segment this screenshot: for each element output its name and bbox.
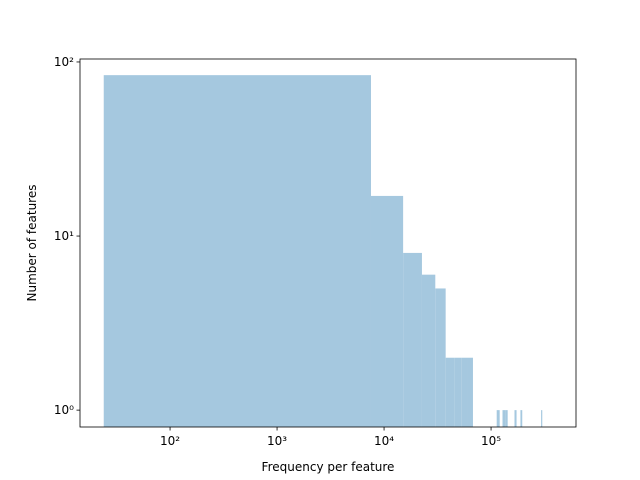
- x-tick-label: 10²: [160, 434, 180, 448]
- plot-frame: [79, 58, 577, 428]
- y-tick-label: 10¹: [54, 229, 74, 243]
- bar: [370, 195, 404, 427]
- bar: [514, 410, 517, 427]
- bar: [520, 410, 523, 427]
- bar: [403, 252, 422, 427]
- x-axis-label: Frequency per feature: [262, 460, 395, 474]
- y-tick-label: 10²: [54, 55, 74, 69]
- y-axis-label: Number of features: [25, 185, 39, 302]
- bar: [467, 357, 473, 427]
- bar: [445, 357, 455, 427]
- bar: [541, 410, 543, 427]
- bar: [502, 410, 506, 427]
- x-tick-label: 10⁴: [374, 434, 394, 448]
- bar: [461, 357, 468, 427]
- y-tick-label: 10⁰: [54, 403, 74, 417]
- bar: [496, 410, 500, 427]
- bar: [421, 274, 436, 427]
- x-tick-label: 10⁵: [481, 434, 501, 448]
- bar: [435, 288, 446, 427]
- x-tick-label: 10³: [267, 434, 287, 448]
- bar: [505, 410, 508, 427]
- bar: [103, 75, 371, 427]
- bar: [454, 357, 462, 427]
